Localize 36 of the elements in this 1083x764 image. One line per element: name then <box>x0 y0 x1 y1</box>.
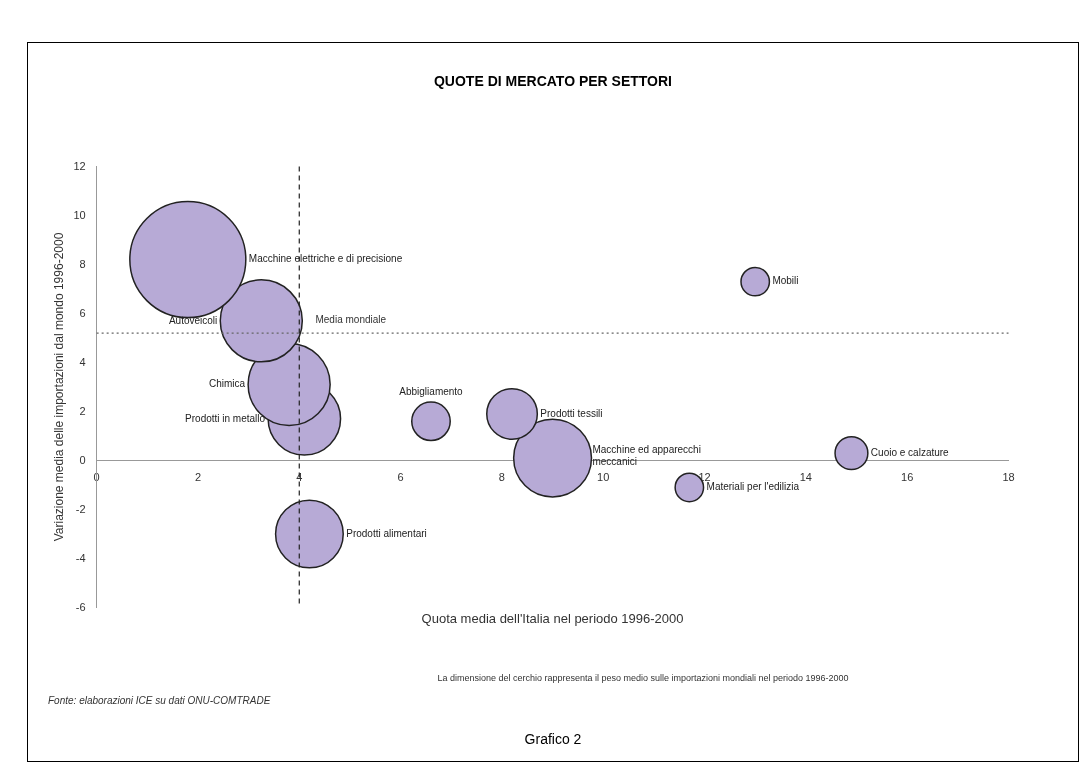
x-tick-label: 6 <box>397 471 404 484</box>
x-tick-label: 14 <box>799 471 812 484</box>
x-tick-label: 4 <box>296 471 303 484</box>
y-tick-label: 8 <box>79 257 86 270</box>
source-note: Fonte: elaborazioni ICE su dati ONU-COMTRADE <box>48 695 271 706</box>
x-tick-label: 8 <box>498 471 505 484</box>
series-label: Abbigliamento <box>399 385 464 397</box>
series-label: Prodotti tessili <box>540 407 603 419</box>
chart-title: QUOTE DI MERCATO PER SETTORI <box>433 73 673 89</box>
x-axis-title: Quota media dell'Italia nel periodo 1996-2000 <box>421 610 684 626</box>
y-tick-label: -4 <box>75 551 86 564</box>
y-tick-label: 10 <box>73 208 86 221</box>
ref-line-label: Media mondiale <box>315 313 387 325</box>
y-tick-label: -6 <box>75 600 86 613</box>
text: La dimensione del cerchio rappresenta il peso medio sulle importazioni mondiali nel periodo 1996-2000 <box>436 673 850 683</box>
y-tick-label: 4 <box>79 355 86 368</box>
x-tick-label: 10 <box>597 471 610 484</box>
y-tick-label: 12 <box>73 159 86 172</box>
series-label: Macchine ed apparecchi meccanici <box>592 443 701 467</box>
y-axis-title: Variazione media delle importazioni dal mondo 1996-2000 <box>51 232 66 542</box>
series-label: Prodotti in metallo <box>185 412 266 424</box>
x-tick-label: 2 <box>194 471 202 484</box>
series-label: Mobili <box>772 275 799 287</box>
series-label: Chimica <box>209 378 246 390</box>
series-label: Prodotti alimentari <box>346 527 427 539</box>
text: Grafico 2 <box>523 731 583 747</box>
series-label: Materiali per l'edilizia <box>706 481 800 493</box>
y-tick-label: 2 <box>79 404 86 417</box>
series-label: Cuoio e calzature <box>870 446 950 458</box>
y-tick-label: -2 <box>75 502 86 515</box>
series-label: Macchine elettriche e di precisione <box>248 253 403 265</box>
series-label: Autoveicoli <box>168 314 218 326</box>
x-tick-label: 16 <box>901 471 914 484</box>
x-tick-label: 18 <box>1002 471 1015 484</box>
y-tick-label: 0 <box>79 453 86 466</box>
y-tick-label: 6 <box>79 306 86 319</box>
